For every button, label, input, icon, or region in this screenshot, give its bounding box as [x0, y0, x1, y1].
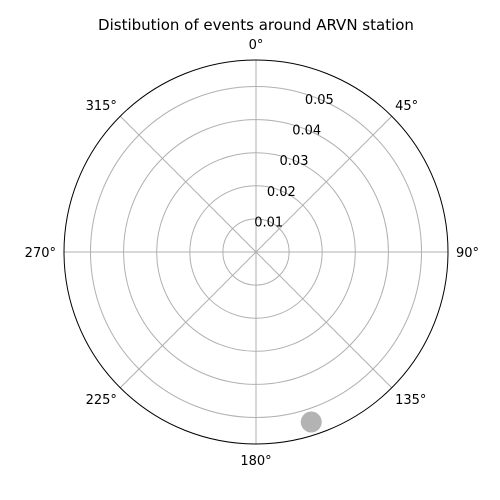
- r-gridline: [89, 85, 423, 419]
- theta-tick-label: 90°: [456, 246, 479, 261]
- r-gridline: [123, 119, 389, 385]
- polar-frame: [63, 59, 449, 445]
- r-tick-label: 0.02: [267, 185, 296, 200]
- theta-tick-label: 270°: [25, 246, 56, 261]
- r-tick-label: 0.01: [254, 215, 283, 230]
- theta-tick-label: 135°: [395, 393, 426, 408]
- theta-gridline: [255, 251, 393, 389]
- r-tick-label: 0.05: [305, 93, 334, 108]
- theta-gridline: [119, 115, 257, 253]
- theta-tick-label: 45°: [395, 99, 418, 114]
- theta-tick-label: 225°: [86, 393, 117, 408]
- theta-gridline: [255, 115, 393, 253]
- r-tick-label: 0.04: [292, 124, 321, 139]
- data-points: [300, 411, 322, 433]
- polar-grid: [63, 59, 449, 445]
- r-tick-label: 0.03: [280, 154, 309, 169]
- tick-labels: 0° 45° 90° 135° 180° 225° 270° 315° 0.01 0.02 0.03…: [25, 38, 479, 469]
- r-gridline: [156, 152, 356, 352]
- r-gridline: [189, 185, 323, 319]
- chart-title: Distibution of events around ARVN statio…: [98, 16, 414, 34]
- theta-tick-label: 180°: [240, 454, 271, 469]
- theta-tick-label: 0°: [249, 38, 264, 53]
- r-gridline: [222, 218, 290, 286]
- data-point: [300, 411, 322, 433]
- theta-tick-label: 315°: [86, 99, 117, 114]
- theta-gridline: [119, 251, 257, 389]
